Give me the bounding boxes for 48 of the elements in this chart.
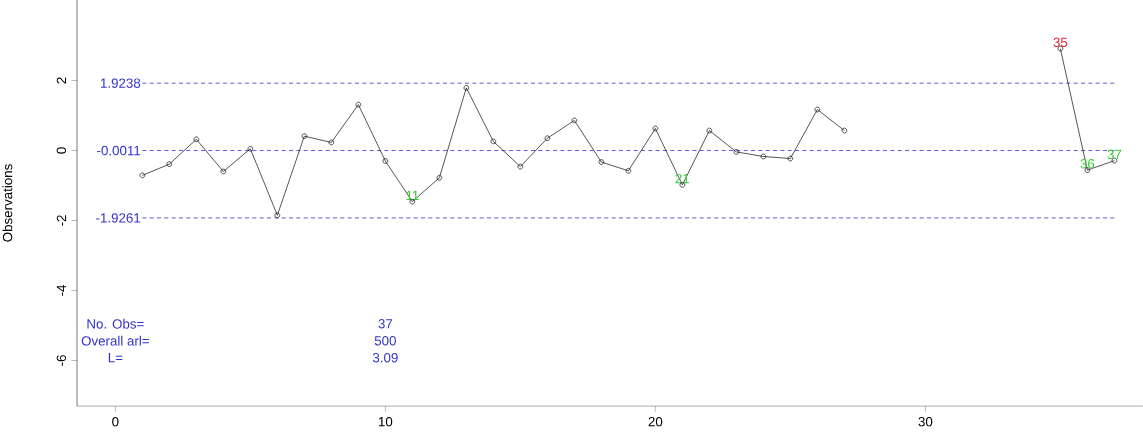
y-tick-label: -6 <box>56 355 67 366</box>
point <box>733 149 740 155</box>
annotation: Overall arl= <box>81 335 149 346</box>
point <box>301 133 308 139</box>
y-tick-label: 2 <box>56 77 67 84</box>
ref-line-label: -0.0011 <box>97 145 141 156</box>
point <box>841 127 848 134</box>
point <box>571 117 578 124</box>
annotation: 21 <box>675 173 690 184</box>
y-tick-label: -2 <box>56 215 67 226</box>
point <box>193 136 200 143</box>
point <box>355 101 362 108</box>
point <box>760 153 767 160</box>
x-tick-label: 30 <box>918 416 933 427</box>
annotation: No. Obs= <box>87 318 144 329</box>
point <box>625 168 632 174</box>
point <box>490 138 497 145</box>
annotation: 500 <box>374 336 396 346</box>
ref-line-label: 1.9238 <box>100 78 141 88</box>
x-tick-label: 20 <box>648 416 663 427</box>
point <box>517 163 524 170</box>
point <box>544 135 551 141</box>
point <box>463 85 470 91</box>
point <box>166 161 173 167</box>
ref-line-label: -1.9261 <box>96 213 141 223</box>
point <box>436 175 443 181</box>
point <box>247 146 254 152</box>
annotation: 35 <box>1053 37 1068 48</box>
point <box>382 158 389 164</box>
point <box>787 155 794 162</box>
point <box>328 139 335 146</box>
annotation: 37 <box>378 319 393 329</box>
annotation: 37 <box>1107 149 1122 160</box>
point <box>814 106 821 113</box>
y-tick-label: -4 <box>56 284 67 296</box>
point <box>652 125 659 132</box>
point <box>598 159 605 165</box>
y-axis-title: Observations <box>2 164 13 242</box>
x-tick-label: 10 <box>378 416 393 427</box>
x-tick-label: 0 <box>112 416 119 427</box>
point <box>274 212 281 218</box>
annotation: 36 <box>1080 159 1095 169</box>
point <box>706 127 713 134</box>
annotation: 11 <box>406 190 419 200</box>
annotation: 3.09 <box>372 352 398 363</box>
y-tick-label: 0 <box>56 147 67 154</box>
point <box>220 168 227 175</box>
annotation: L= <box>108 353 123 363</box>
